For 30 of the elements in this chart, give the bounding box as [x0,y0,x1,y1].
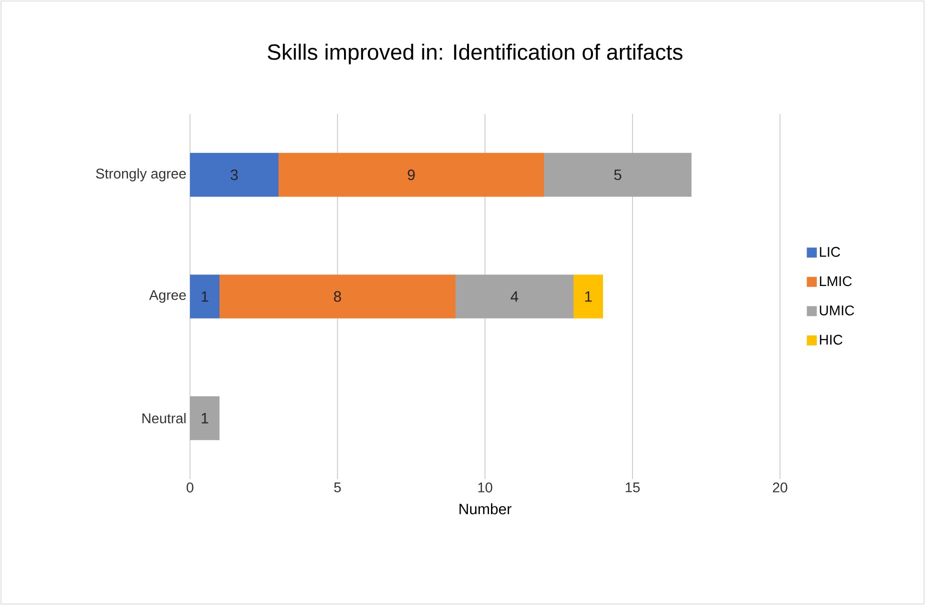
x-tick-label: 10 [478,482,492,492]
data-label: 8 [334,291,342,302]
x-tick-label: 0 [186,482,194,492]
bar [456,274,574,318]
legend-label: UMIC [820,305,854,316]
x-axis-title: Number [460,503,512,514]
chart-title: Skills improved in: Identification of artifacts [268,44,682,64]
legend-label: HIC [820,334,842,345]
data-label: 1 [585,291,592,302]
bar [190,274,220,318]
x-tick-label: 5 [334,482,341,492]
bar [544,152,692,197]
bar [190,396,220,440]
data-label: 1 [202,291,208,302]
data-label: 9 [408,170,415,180]
data-label: 5 [614,170,622,180]
bar [220,274,456,318]
legend-label: LIC [820,246,840,257]
y-tick-label: Agree [149,290,186,303]
data-label: 4 [510,291,518,302]
legend-label: LMIC [820,276,852,286]
x-tick-label: 20 [772,482,788,492]
x-tick-label: 15 [626,482,640,492]
bar [190,152,279,197]
bar [574,274,604,318]
y-tick-label: Neutral [142,413,186,424]
y-tick-label: Strongly agree [96,168,186,182]
bar [278,152,544,197]
data-label: 3 [230,170,238,180]
data-label: 1 [202,413,208,424]
